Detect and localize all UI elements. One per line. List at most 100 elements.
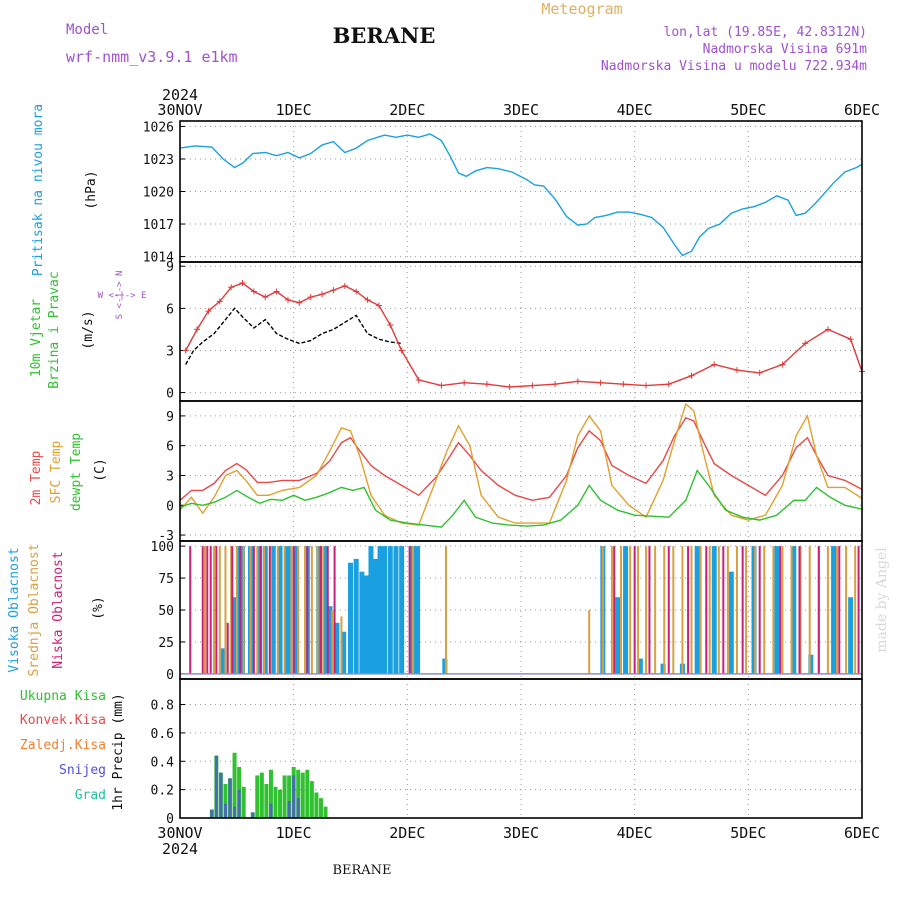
cloud-bar-high <box>257 546 263 674</box>
wind-gust-mark <box>319 291 326 298</box>
cloud-bar-low <box>215 546 218 674</box>
model-name: wrf-nmm_v3.9.1 e1km <box>66 48 238 66</box>
temperature-series-sfc-temp <box>179 402 863 526</box>
precip-bar-ukupna-kisa <box>232 752 237 818</box>
cloud-bar-low <box>239 546 242 674</box>
precip-bar-ukupna-kisa <box>287 775 292 818</box>
x-tick-label-top: 4DEC <box>617 101 653 119</box>
precip-bar-snijeg <box>237 789 241 818</box>
cloud-bar-low <box>209 546 212 674</box>
precip-legend-total: Ukupna Kisa <box>20 689 106 704</box>
cloud-bar-high <box>399 546 405 674</box>
wind-gust-mark <box>552 381 559 388</box>
cloud-bar-mid <box>835 546 838 674</box>
temperature-series-dewpt-temp <box>179 469 863 528</box>
wind-gust-mark <box>273 288 280 295</box>
wind-gust-mark <box>415 376 422 383</box>
wind-gust-mark <box>574 378 581 385</box>
cloud-bar-mid <box>331 610 334 674</box>
precip-bar-snijeg <box>287 800 291 818</box>
pressure-panel: 1014 1017 1020 1023 1026 <box>143 120 863 266</box>
wind-gust-mark <box>824 326 831 333</box>
cloud-bar-low <box>252 546 255 674</box>
wind-gust-mark <box>387 322 394 329</box>
precip-bar-ukupna-kisa <box>264 783 269 818</box>
cloud-bar-mid <box>304 546 307 674</box>
precip-ytick-label: 0.8 <box>151 699 174 714</box>
cloud-bar-mid <box>256 546 259 674</box>
temperature-ytick-label: -3 <box>158 529 174 544</box>
wind-gust-mark <box>228 284 235 291</box>
precip-ytick-label: 0 <box>166 812 174 827</box>
wind-gust-mark <box>506 383 513 390</box>
wind-ylabel-1: 10m Vjetar <box>29 299 44 377</box>
cloud-bar-mid <box>290 546 293 674</box>
cloud-bar-mid <box>242 546 245 674</box>
cloud-bar-mid <box>588 610 591 674</box>
temp-ylabel-2: SFC Temp <box>49 441 64 504</box>
year-label-bottom: 2024 <box>162 840 198 858</box>
precip-bar-ukupna-kisa <box>255 775 260 818</box>
cloud-bar-low <box>319 546 322 674</box>
precip-ytick-label: 0.2 <box>151 784 174 799</box>
precip-bar-snijeg <box>251 812 255 818</box>
cloud-bar-mid <box>276 546 279 674</box>
precip-ytick-label: 0.4 <box>151 755 175 770</box>
wind-compass-vertical: S <-|-> N <box>115 271 125 320</box>
wind-gust-mark <box>375 302 382 309</box>
cloud-bar-high <box>415 546 421 674</box>
cloud-bar-low <box>268 546 271 674</box>
cloud-bar-mid <box>754 546 757 674</box>
cloud-bar-mid <box>204 546 207 674</box>
cloud-bar-low <box>705 546 708 674</box>
wind-compass-horizontal: W <-|-> E <box>98 291 147 301</box>
cloud-bar-low <box>306 546 309 674</box>
cloud-bar-low <box>722 546 725 674</box>
cloud-bar-high <box>791 546 797 674</box>
cloud-bar-high <box>373 558 379 674</box>
cloud-bar-high <box>442 658 448 674</box>
cloud-bar-mid <box>854 546 857 674</box>
precip-bar-snijeg <box>296 798 300 818</box>
cloud-bar-high <box>236 546 242 674</box>
wind-ytick-label: 6 <box>166 302 174 317</box>
temp-ylabel-1: 2m Temp <box>29 450 44 505</box>
precip-bar-snijeg <box>269 803 273 818</box>
x-tick-label-bottom: 30NOV <box>157 824 202 842</box>
cloud-bar-low <box>741 546 744 674</box>
cloud-bar-mid <box>629 546 632 674</box>
cloud-bar-high <box>334 622 340 674</box>
wind-ytick-label: 0 <box>166 387 174 402</box>
precip-panel: 0 0.2 0.4 0.6 0.8 <box>151 678 863 827</box>
cloud-bar-mid <box>637 546 640 674</box>
cloud-bar-mid <box>717 546 720 674</box>
clouds-panel: 0 25 50 75 100 <box>151 540 863 683</box>
precip-legend-snow: Snijeg <box>59 763 106 778</box>
precip-bar-ukupna-kisa <box>273 786 278 818</box>
cloud-bar-mid <box>269 546 272 674</box>
cloud-bar-mid <box>620 546 623 674</box>
wind-gust-mark <box>296 299 303 306</box>
cloud-bar-mid <box>735 546 738 674</box>
precip-bar-snijeg <box>228 778 232 818</box>
x-tick-label-top: 2DEC <box>389 101 425 119</box>
cloud-bar-low <box>687 546 690 674</box>
cloud-bar-mid <box>263 546 266 674</box>
cloud-bar-mid <box>340 616 343 674</box>
wind-panel: 0 3 6 9 <box>166 260 865 402</box>
wind-gust-mark <box>620 381 627 388</box>
cloud-bar-mid <box>763 546 766 674</box>
cloud-bar-high <box>848 597 854 674</box>
cloud-ylabel-high: Visoka Oblacnost <box>7 547 22 672</box>
cloud-bar-high <box>322 546 328 674</box>
cloud-ylabel-low: Niska Oblacnost <box>51 551 66 668</box>
cloud-bar-mid <box>654 546 657 674</box>
x-tick-label-bottom: 2DEC <box>389 824 425 842</box>
cloud-bar-high <box>348 562 353 674</box>
pressure-ytick-label: 1017 <box>143 218 174 233</box>
wind-gust-mark <box>262 294 269 301</box>
cloud-bar-low <box>408 546 411 674</box>
cloud-bar-high <box>660 663 666 674</box>
